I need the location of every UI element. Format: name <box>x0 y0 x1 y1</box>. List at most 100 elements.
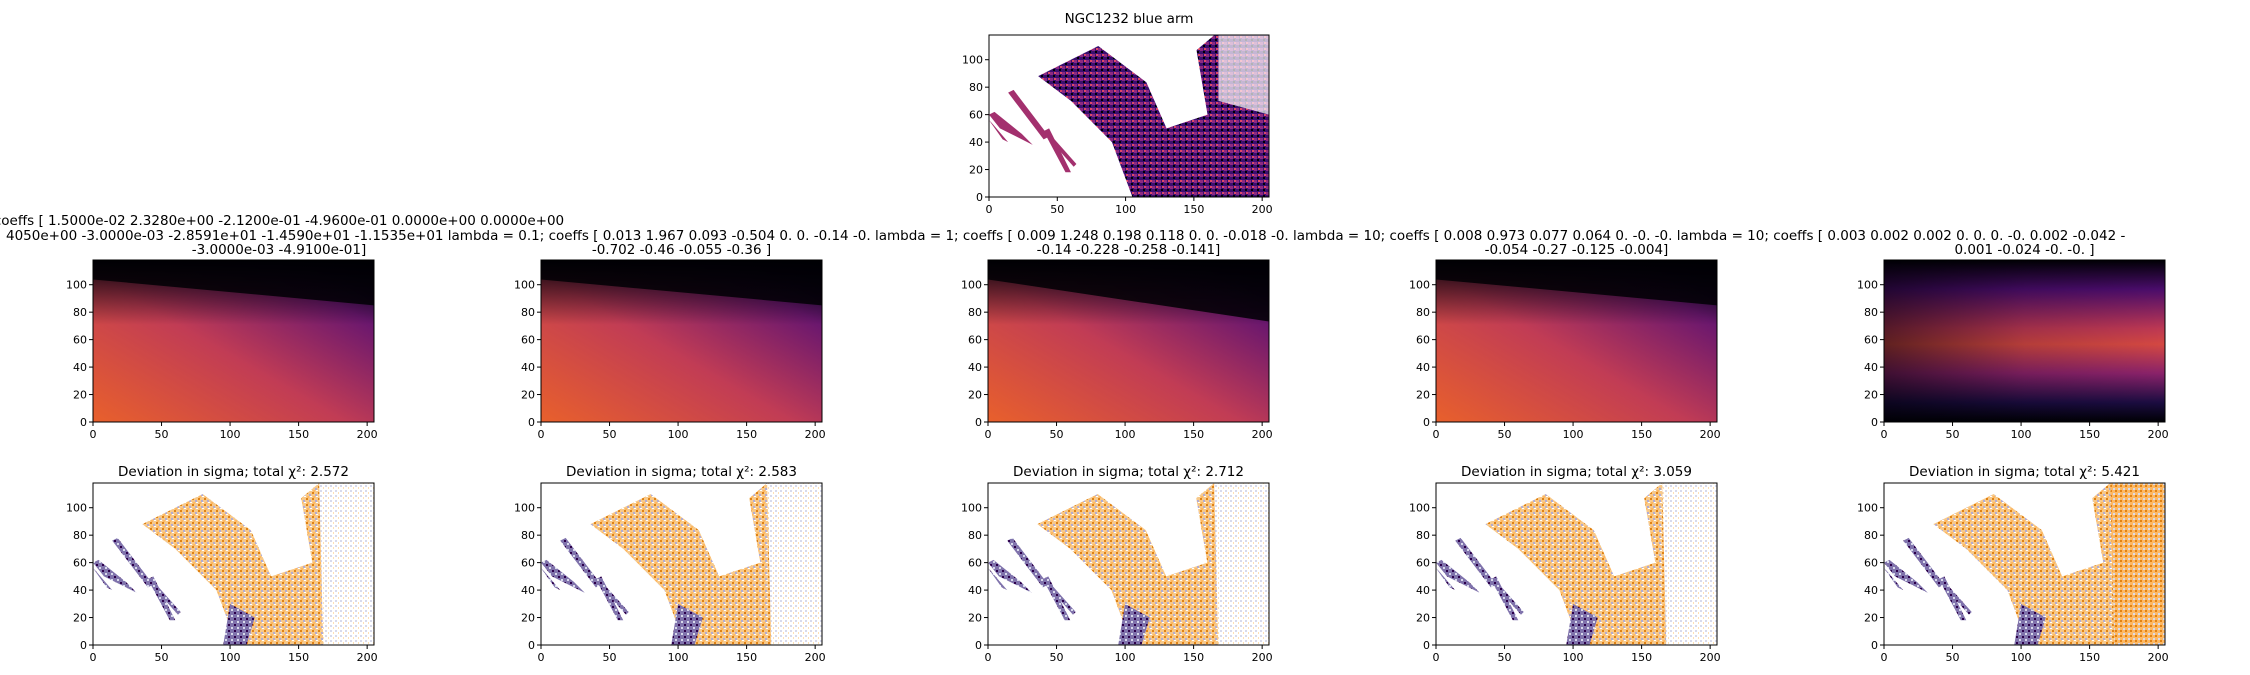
dev-4-ytick-label: 100 <box>1409 502 1430 515</box>
model-2-image-shade <box>541 260 822 422</box>
dev-3-xtick-label: 150 <box>1183 651 1204 664</box>
dev-3-xtick-label: 200 <box>1252 651 1273 664</box>
model-3-image-shade <box>988 260 1269 422</box>
dev-4-ytick-label: 80 <box>1416 529 1430 542</box>
dev-3-ytick-label: 60 <box>968 557 982 570</box>
model-5-xtick-label: 150 <box>2079 428 2100 441</box>
dev-3-ytick-label: 0 <box>975 639 982 652</box>
dev-2-ytick-label: 20 <box>521 612 535 625</box>
model-3-xtick-label: 200 <box>1252 428 1273 441</box>
model-1-title-line-1: coeffs [ 1.5000e-02 2.3280e+00 -2.1200e-… <box>0 213 564 229</box>
dev-1-stripe-5 <box>156 587 181 615</box>
model-5-ytick-label: 20 <box>1864 389 1878 402</box>
dev-5-ytick-label: 60 <box>1864 557 1878 570</box>
dev-3-xtick-label: 0 <box>985 651 992 664</box>
dev-1-stripe-4 <box>147 576 176 621</box>
model-4-ytick-label: 60 <box>1416 334 1430 347</box>
dev-3-frame <box>987 482 1270 646</box>
panel-model-3: 0 50 100 150 200 0 20 40 60 80 100 <box>961 259 1273 441</box>
model-1-ytick-label: 60 <box>73 334 87 347</box>
model-4-xtick-label: 150 <box>1631 428 1652 441</box>
dev-2-xtick-label: 0 <box>538 651 545 664</box>
model-4-xtick-label: 0 <box>1433 428 1440 441</box>
data-xtick-label: 150 <box>1183 203 1204 216</box>
model-2-xtick-label: 200 <box>805 428 826 441</box>
dev-2-ytick-label: 80 <box>521 529 535 542</box>
dev-4-xtick-label: 200 <box>1700 651 1721 664</box>
data-ytick-label: 40 <box>969 136 983 149</box>
dev-5-stripe-2 <box>1884 568 1904 591</box>
dev-2-stripe-1 <box>541 559 585 593</box>
model-3-ytick-label: 40 <box>968 361 982 374</box>
dev-5-stripe-1 <box>1884 559 1928 593</box>
dev-1-xtick-label: 200 <box>357 651 378 664</box>
dev-2-xtick-label: 200 <box>805 651 826 664</box>
dev-3-stripe-3 <box>1007 537 1049 588</box>
panel-model-5: 0 50 100 150 200 0 20 40 60 80 100 <box>1857 259 2169 441</box>
dev-1-stripe-2 <box>93 568 113 591</box>
model-1-xtick-label: 0 <box>90 428 97 441</box>
dev-1-ytick-label: 20 <box>73 612 87 625</box>
model-5-ytick-label: 60 <box>1864 334 1878 347</box>
model-1-ytick-label: 80 <box>73 306 87 319</box>
model-3-ytick-label: 80 <box>968 306 982 319</box>
dev-5-frame <box>1883 482 2166 646</box>
data-gap <box>1125 35 1208 129</box>
dev-1-ytick-label: 60 <box>73 557 87 570</box>
dev-4-gap <box>1573 483 1656 577</box>
dev-2-ytick-label: 40 <box>521 584 535 597</box>
model-2-ytick-label: 60 <box>521 334 535 347</box>
model-titles: coeffs [ 1.5000e-02 2.3280e+00 -2.1200e-… <box>0 213 2125 258</box>
model-4-frame <box>1435 259 1718 423</box>
dev-4-edge-region <box>1662 483 1717 645</box>
dev-1-dark-streak <box>223 603 255 645</box>
dev-5-xtick-label: 50 <box>1946 651 1960 664</box>
model-1-ytick-label: 100 <box>66 279 87 292</box>
dev-4-xtick-label: 50 <box>1498 651 1512 664</box>
dev-5-xtick-label: 150 <box>2079 651 2100 664</box>
dev-5-title: Deviation in sigma; total χ²: 5.421 <box>1909 464 2140 480</box>
model-3-title-line-3: -0.14 -0.228 -0.258 -0.141] <box>1037 242 1221 258</box>
panel-dev-5: Deviation in sigma; total χ²: 5.421 0 50 10… <box>1857 464 2169 664</box>
dev-1-ytick-label: 0 <box>80 639 87 652</box>
model-2-ytick-label: 20 <box>521 389 535 402</box>
model-3-ytick-label: 0 <box>975 416 982 429</box>
model-3-xtick-label: 100 <box>1115 428 1136 441</box>
model-3-xtick-label: 50 <box>1050 428 1064 441</box>
dev-1-stripe-1 <box>93 559 137 593</box>
dev-2-stripe-5 <box>604 587 629 615</box>
data-edge-gap <box>1218 35 1269 115</box>
dev-4-stripe-3 <box>1455 537 1497 588</box>
dev-2-stripe-2 <box>541 568 561 591</box>
model-2-frame <box>540 259 823 423</box>
model-2-xtick-label: 50 <box>603 428 617 441</box>
data-xtick-label: 200 <box>1252 203 1273 216</box>
dev-3-ytick-label: 40 <box>968 584 982 597</box>
dev-1-title: Deviation in sigma; total χ²: 2.572 <box>118 464 349 480</box>
dev-2-gap <box>678 483 761 577</box>
dev-1-gap <box>230 483 313 577</box>
data-stripe-2 <box>989 120 1009 143</box>
model-5-title-line-3: 0.001 -0.024 -0. -0. ] <box>1954 242 2094 258</box>
panel-data: NGC1232 blue arm 0 50 100 150 200 0 20 40 60 80 100 <box>962 11 1273 216</box>
model-4-xtick-label: 100 <box>1563 428 1584 441</box>
model-1-ytick-label: 0 <box>80 416 87 429</box>
panel-model-2: 0 50 100 150 200 0 20 40 60 80 100 <box>514 259 826 441</box>
dev-5-ytick-label: 40 <box>1864 584 1878 597</box>
model-2-xtick-label: 100 <box>668 428 689 441</box>
dev-3-gap <box>1125 483 1208 577</box>
data-ytick-label: 100 <box>962 54 983 67</box>
dev-4-dark-streak <box>1566 603 1598 645</box>
model-4-ytick-label: 20 <box>1416 389 1430 402</box>
dev-1-xtick-label: 100 <box>220 651 241 664</box>
dev-1-frame <box>92 482 375 646</box>
panel-dev-3: Deviation in sigma; total χ²: 2.712 0 50 10… <box>961 464 1273 664</box>
dev-3-ytick-label: 100 <box>961 502 982 515</box>
data-stripe-3 <box>1008 89 1050 140</box>
dev-1-ytick-label: 40 <box>73 584 87 597</box>
data-xtick-label: 100 <box>1115 203 1136 216</box>
data-title: NGC1232 blue arm <box>1065 11 1194 27</box>
dev-4-stripe-5 <box>1499 587 1524 615</box>
dev-5-edge-region <box>2110 483 2165 645</box>
